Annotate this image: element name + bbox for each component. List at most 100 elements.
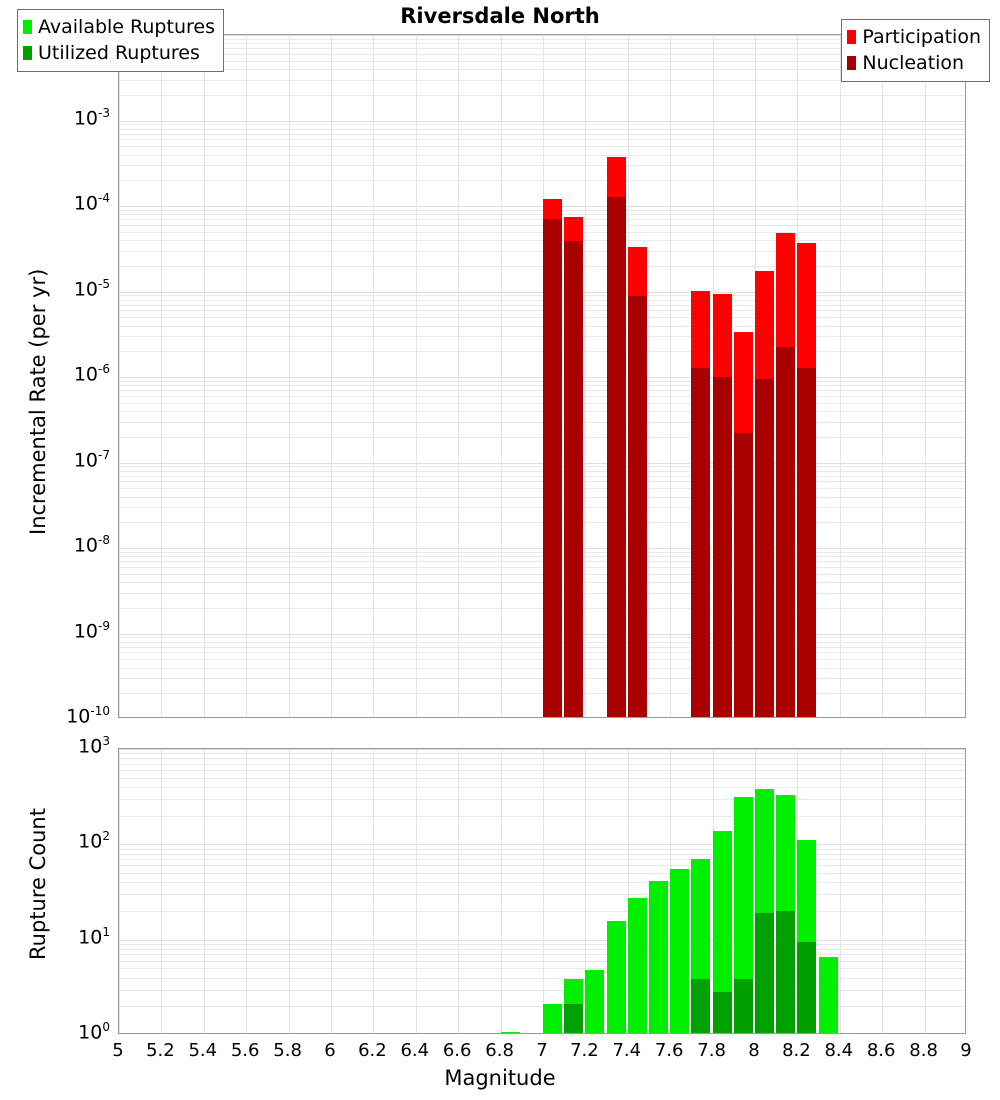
gridline-vertical	[628, 749, 629, 1033]
tick-exponent: -4	[98, 191, 110, 205]
bar-sub-segment	[543, 219, 562, 717]
gridline	[119, 121, 965, 122]
gridline	[119, 80, 965, 81]
gridline	[119, 1006, 965, 1007]
bar-sub-segment	[797, 368, 816, 717]
bottom-y-axis-title: Rupture Count	[26, 808, 50, 960]
bar-sub-segment	[691, 979, 710, 1033]
bar-sub-segment	[628, 296, 647, 717]
gridline	[119, 548, 965, 549]
gridline	[119, 377, 965, 378]
gridline	[119, 471, 965, 472]
x-axis-tick-label: 6.2	[358, 1040, 387, 1061]
bar-sub-segment	[776, 347, 795, 717]
tick-mantissa: 10	[73, 363, 99, 386]
gridline-vertical	[373, 35, 374, 717]
bar	[691, 291, 710, 717]
bottom-gridlines	[119, 749, 965, 1033]
tick-exponent: 3	[102, 734, 110, 748]
nucleation-legend-label: Nucleation	[862, 51, 965, 74]
top-y-axis-title: Incremental Rate (per yr)	[26, 268, 50, 535]
gridline	[119, 582, 965, 583]
bar	[649, 881, 668, 1033]
gridline-vertical	[204, 35, 205, 717]
bar	[755, 789, 774, 1033]
gridline	[119, 95, 965, 96]
gridline	[119, 753, 965, 754]
x-axis-tick-label: 6	[324, 1040, 336, 1061]
gridline	[119, 859, 965, 860]
gridline-vertical	[458, 749, 459, 1033]
gridline	[119, 124, 965, 125]
gridline	[119, 310, 965, 311]
bar	[797, 840, 816, 1033]
gridline	[119, 422, 965, 423]
gridline-vertical	[882, 35, 883, 717]
x-axis-tick-label: 5.2	[146, 1040, 175, 1061]
bottom-legend: Available Ruptures Utilized Ruptures	[17, 9, 224, 72]
gridline	[119, 978, 965, 979]
gridline	[119, 968, 965, 969]
gridline	[119, 180, 965, 181]
gridline-vertical	[840, 35, 841, 717]
gridline	[119, 647, 965, 648]
legend-item-nucleation: Nucleation	[847, 50, 981, 76]
gridline	[119, 778, 965, 779]
bar	[607, 921, 626, 1033]
gridline-vertical	[161, 749, 162, 1033]
tick-mantissa: 10	[73, 534, 99, 557]
gridline-vertical	[289, 749, 290, 1033]
gridline	[119, 336, 965, 337]
tick-exponent: -5	[98, 276, 110, 291]
y-axis-tick-label: 10-5	[74, 277, 110, 300]
gridline	[119, 849, 965, 850]
tick-exponent: -10	[90, 704, 110, 718]
tick-exponent: -6	[98, 362, 110, 376]
tick-mantissa: 10	[66, 705, 91, 728]
gridline-vertical	[416, 35, 417, 717]
incremental-rate-plot-area	[118, 34, 966, 718]
y-axis-tick-label: 103	[78, 734, 110, 757]
participation-legend-label: Participation	[862, 25, 981, 48]
gridline-vertical	[585, 35, 586, 717]
gridline-vertical	[585, 749, 586, 1033]
gridline	[119, 764, 965, 765]
nucleation-color-swatch	[847, 56, 857, 70]
x-axis-tick-label: 6.4	[400, 1040, 430, 1061]
x-axis-tick-label: 8	[748, 1040, 760, 1061]
gridline	[119, 949, 965, 950]
x-axis-tick-label: 8.4	[824, 1040, 854, 1061]
tick-exponent: 2	[102, 829, 110, 844]
tick-mantissa: 10	[73, 106, 99, 129]
y-axis-tick-label: 101	[78, 925, 110, 948]
gridline-vertical	[331, 749, 332, 1033]
y-axis-tick-label: 10-8	[74, 533, 110, 556]
bar	[501, 1032, 520, 1033]
top-legend: Participation Nucleation	[841, 19, 990, 82]
gridline	[119, 787, 965, 788]
gridline-vertical	[840, 749, 841, 1033]
gridline-vertical	[501, 749, 502, 1033]
gridline	[119, 390, 965, 391]
available-ruptures-legend-label: Available Ruptures	[38, 15, 215, 38]
x-axis-tick-label: 7.6	[654, 1040, 684, 1061]
gridline	[119, 214, 965, 215]
gridline	[119, 574, 965, 575]
gridline	[119, 43, 965, 44]
bar	[819, 957, 838, 1033]
gridline	[119, 770, 965, 771]
bar	[713, 831, 732, 1033]
top-bar-group	[119, 35, 965, 717]
bar-sub-segment	[564, 241, 583, 717]
gridline	[119, 295, 965, 296]
bar	[734, 797, 753, 1033]
gridline	[119, 652, 965, 653]
gridline	[119, 507, 965, 508]
y-axis-tick-label: 10-6	[74, 362, 110, 385]
gridline	[119, 678, 965, 679]
gridline	[119, 693, 965, 694]
available-ruptures-color-swatch	[23, 20, 32, 34]
gridline	[119, 961, 965, 962]
tick-exponent: 0	[102, 1020, 110, 1034]
